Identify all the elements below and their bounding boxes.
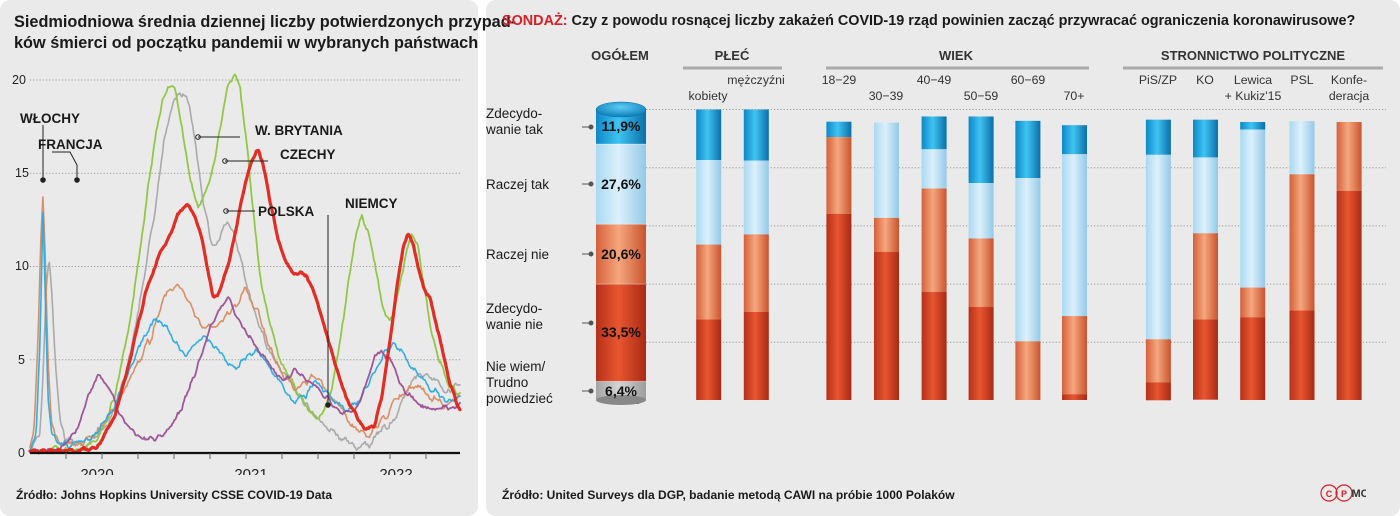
svg-text:mężczyźni: mężczyźni xyxy=(727,73,784,87)
svg-text:CZECHY: CZECHY xyxy=(280,147,336,162)
svg-text:wanie tak: wanie tak xyxy=(486,122,543,137)
svg-text:18−29: 18−29 xyxy=(822,73,857,87)
svg-text:STRONNICTWO POLITYCZNE: STRONNICTWO POLITYCZNE xyxy=(1161,48,1345,63)
svg-text:Raczej nie: Raczej nie xyxy=(486,247,549,262)
svg-text:Zdecydo-: Zdecydo- xyxy=(486,106,542,121)
svg-text:WIEK: WIEK xyxy=(939,48,974,63)
svg-text:deracja: deracja xyxy=(1329,89,1369,103)
svg-text:15: 15 xyxy=(15,166,29,180)
svg-text:10: 10 xyxy=(15,259,29,273)
svg-text:Zdecydo-: Zdecydo- xyxy=(486,301,542,316)
svg-text:70+: 70+ xyxy=(1064,89,1085,103)
svg-text:60−69: 60−69 xyxy=(1011,73,1046,87)
svg-text:KO: KO xyxy=(1196,73,1214,87)
svg-text:Trudno: Trudno xyxy=(486,375,528,390)
svg-text:0: 0 xyxy=(18,446,25,460)
svg-text:Konfe-: Konfe- xyxy=(1331,73,1367,87)
svg-text:6,4%: 6,4% xyxy=(605,383,637,399)
svg-text:kobiety: kobiety xyxy=(689,89,729,103)
svg-text:30−39: 30−39 xyxy=(869,89,904,103)
svg-text:5: 5 xyxy=(18,353,25,367)
svg-text:11,9%: 11,9% xyxy=(602,118,641,134)
svg-text:Nie wiem/: Nie wiem/ xyxy=(486,359,546,374)
svg-text:PŁEĆ: PŁEĆ xyxy=(715,48,750,63)
svg-text:20,6%: 20,6% xyxy=(601,246,641,262)
svg-text:OGÓŁEM: OGÓŁEM xyxy=(591,48,649,63)
svg-text:wanie nie: wanie nie xyxy=(486,317,543,332)
svg-text:W. BRYTANIA: W. BRYTANIA xyxy=(255,123,343,138)
svg-text:+ Kukiz'15: + Kukiz'15 xyxy=(1225,89,1282,103)
svg-text:WŁOCHY: WŁOCHY xyxy=(20,111,80,126)
svg-text:2020: 2020 xyxy=(80,466,113,475)
svg-text:50−59: 50−59 xyxy=(964,89,999,103)
svg-text:27,6%: 27,6% xyxy=(601,176,641,192)
svg-text:POLSKA: POLSKA xyxy=(258,204,315,219)
svg-text:FRANCJA: FRANCJA xyxy=(38,137,103,152)
svg-text:PSL: PSL xyxy=(1290,73,1313,87)
svg-text:2022: 2022 xyxy=(379,466,412,475)
svg-text:2021: 2021 xyxy=(234,466,267,475)
svg-text:powiedzieć: powiedzieć xyxy=(486,391,553,406)
svg-text:Lewica: Lewica xyxy=(1234,73,1272,87)
svg-text:20: 20 xyxy=(12,73,26,87)
svg-text:NIEMCY: NIEMCY xyxy=(345,196,398,211)
svg-text:Raczej tak: Raczej tak xyxy=(486,177,549,192)
svg-text:33,5%: 33,5% xyxy=(601,324,641,340)
svg-text:PiS/ZP: PiS/ZP xyxy=(1139,73,1177,87)
svg-text:40−49: 40−49 xyxy=(917,73,952,87)
